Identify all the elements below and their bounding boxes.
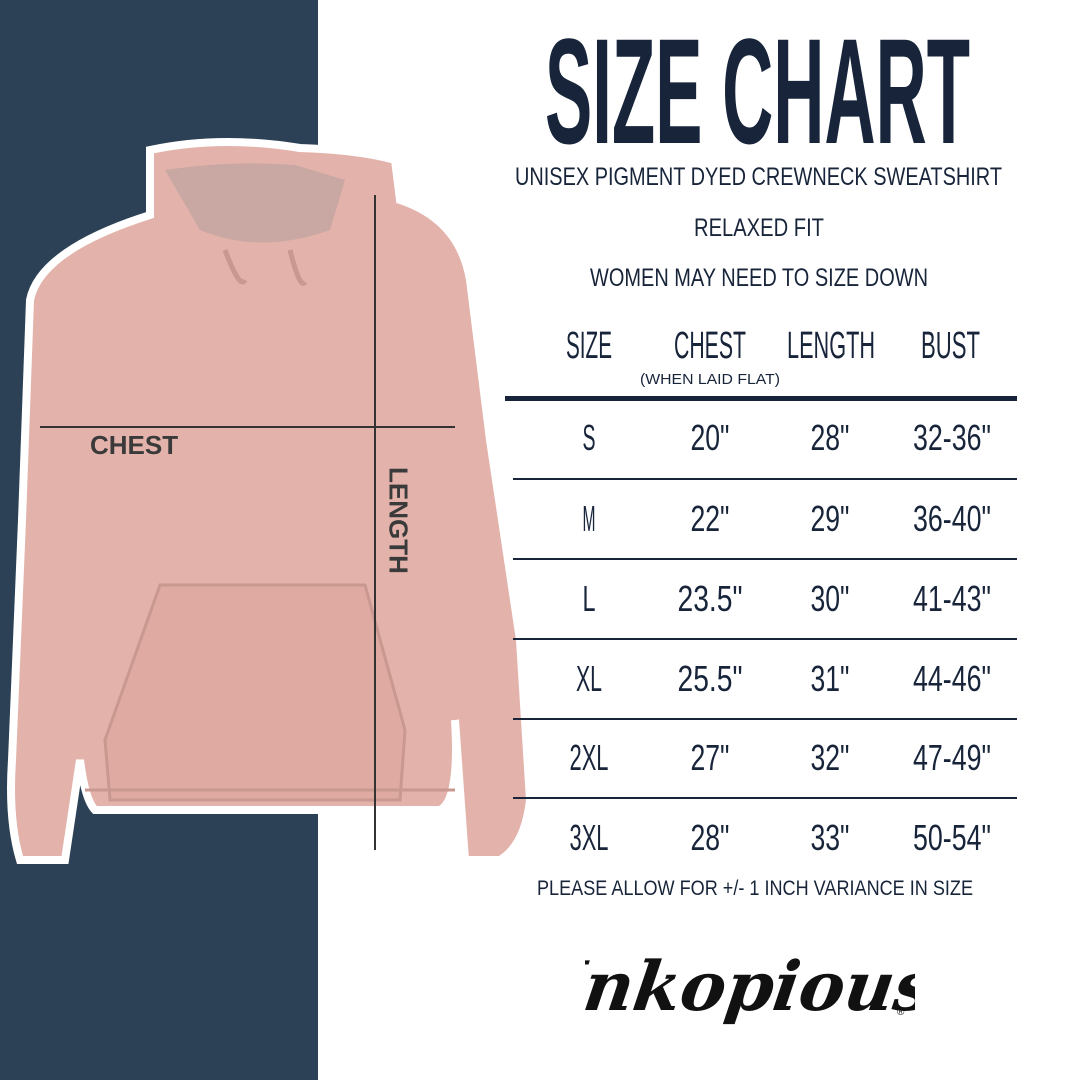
- row-divider: [513, 717, 1017, 720]
- cell-chest: 22": [691, 498, 730, 539]
- cell-bust: 32-36": [913, 417, 991, 458]
- chest-label: CHEST: [90, 430, 179, 460]
- cell-size: M: [583, 498, 596, 539]
- chest-note: (WHEN LAID FLAT): [640, 371, 780, 388]
- hoodie-image: [7, 137, 535, 864]
- row-divider: [513, 558, 1017, 560]
- advice-text: WOMEN MAY NEED TO SIZE DOWN: [590, 264, 928, 292]
- cell-length: 33": [811, 817, 850, 858]
- cell-size: 3XL: [570, 817, 609, 858]
- cell-chest: 28": [691, 817, 730, 858]
- cell-length: 29": [811, 498, 850, 539]
- cell-length: 30": [811, 578, 850, 619]
- header-size: SIZE: [566, 325, 612, 367]
- cell-chest: 20": [691, 417, 730, 458]
- cell-chest: 27": [691, 737, 730, 778]
- footnote: PLEASE ALLOW FOR +/- 1 INCH VARIANCE IN …: [537, 877, 973, 900]
- cell-bust: 47-49": [913, 737, 991, 778]
- cell-size: L: [583, 578, 596, 619]
- cell-bust: 41-43": [913, 578, 991, 619]
- page-title: SIZE CHART: [545, 7, 970, 175]
- header-bust: BUST: [921, 325, 980, 367]
- cell-bust: 44-46": [913, 658, 991, 699]
- header-chest: CHEST: [674, 325, 746, 367]
- fit-text: RELAXED FIT: [694, 214, 824, 242]
- header-divider: [505, 396, 1017, 401]
- cell-length: 31": [811, 658, 850, 699]
- row-divider: [513, 477, 1017, 480]
- header-length: LENGTH: [787, 325, 875, 367]
- brand-logo: Inkopious ®: [585, 947, 915, 1027]
- cell-length: 28": [811, 417, 850, 458]
- cell-chest: 23.5": [678, 578, 743, 619]
- cell-bust: 36-40": [913, 498, 991, 539]
- row-divider: [513, 797, 1017, 799]
- length-label: LENGTH: [383, 467, 414, 574]
- cell-length: 32": [811, 737, 850, 778]
- row-divider: [513, 638, 1017, 640]
- subtitle: UNISEX PIGMENT DYED CREWNECK SWEATSHIRT: [515, 163, 1002, 191]
- cell-bust: 50-54": [913, 817, 991, 858]
- cell-size: XL: [576, 658, 602, 699]
- cell-chest: 25.5": [678, 658, 743, 699]
- svg-text:Inkopious: Inkopious: [585, 947, 915, 1027]
- cell-size: 2XL: [570, 737, 609, 778]
- svg-text:®: ®: [897, 1007, 905, 1018]
- cell-size: S: [583, 417, 596, 458]
